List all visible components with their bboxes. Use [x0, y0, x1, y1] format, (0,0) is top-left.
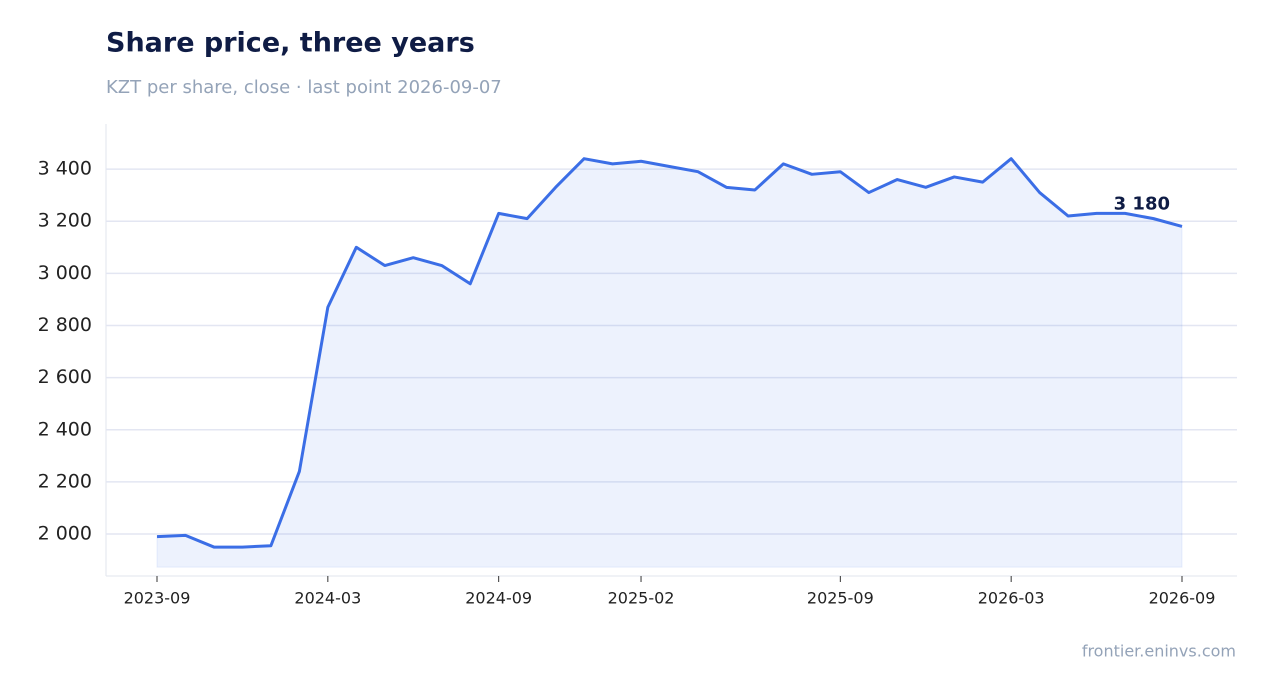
- y-tick-label: 2 200: [38, 470, 92, 492]
- y-tick-label: 2 800: [38, 314, 92, 336]
- y-tick-label: 2 000: [38, 523, 92, 545]
- y-tick-label: 3 400: [38, 158, 92, 180]
- chart-title: Share price, three years: [106, 28, 475, 59]
- x-tick-label: 2023-09: [124, 589, 191, 608]
- y-tick-label: 2 600: [38, 366, 92, 388]
- source: frontier.eninvs.com: [1082, 642, 1236, 661]
- y-tick-label: 3 000: [38, 262, 92, 284]
- y-tick-label: 2 400: [38, 418, 92, 440]
- x-tick-label: 2025-02: [608, 589, 675, 608]
- x-tick-label: 2026-09: [1149, 589, 1216, 608]
- x-tick-label: 2026-03: [978, 589, 1045, 608]
- x-tick-label: 2024-03: [294, 589, 361, 608]
- x-tick-label: 2025-09: [807, 589, 874, 608]
- x-tick-label: 2024-09: [465, 589, 532, 608]
- chart-subtitle: KZT per share, close · last point 2026-0…: [106, 77, 502, 98]
- annotation: 3 180: [1114, 193, 1170, 214]
- y-tick-label: 3 200: [38, 210, 92, 232]
- area: [156, 157, 1183, 568]
- line: [156, 157, 1183, 549]
